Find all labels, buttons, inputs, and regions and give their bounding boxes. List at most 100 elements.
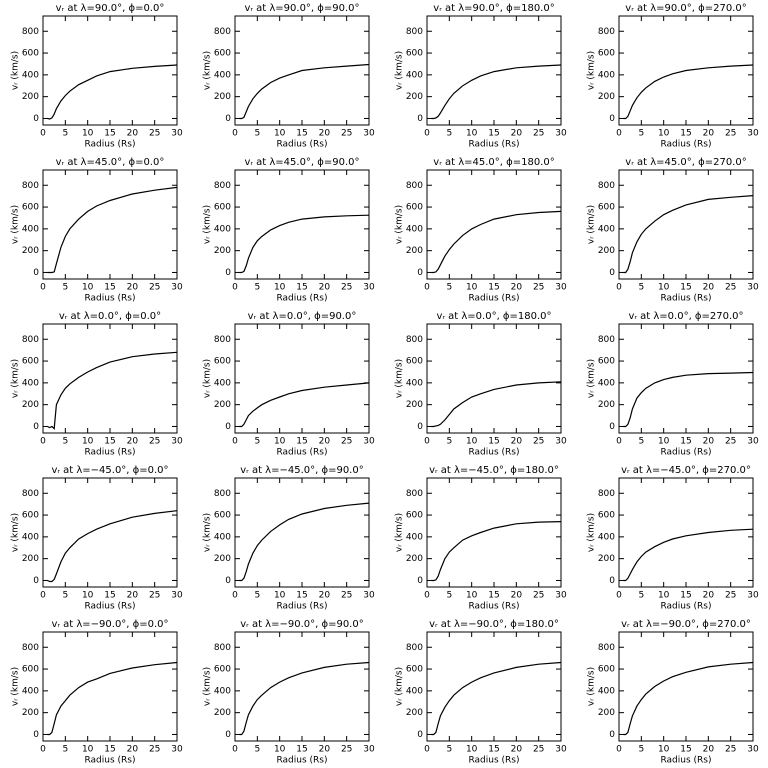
y-tick-label: 0 [33, 268, 39, 278]
x-tick-label: 20 [319, 591, 331, 601]
y-tick-label: 0 [417, 730, 423, 740]
y-tick-label: 200 [406, 246, 423, 256]
x-tick-label: 10 [658, 437, 670, 447]
x-axis-label: Radius (Rs) [660, 294, 711, 304]
plot-frame [234, 323, 370, 434]
y-tick-label: 400 [214, 70, 231, 80]
y-tick-label: 400 [214, 378, 231, 388]
y-tick-label: 400 [598, 686, 615, 696]
x-tick-label: 15 [680, 745, 691, 755]
x-tick-label: 5 [254, 283, 260, 293]
x-tick-label: 30 [747, 745, 759, 755]
x-tick-label: 15 [296, 129, 307, 139]
x-tick-label: 25 [149, 745, 160, 755]
x-tick-label: 10 [82, 283, 94, 293]
x-tick-label: 25 [149, 437, 160, 447]
x-tick-label: 10 [658, 745, 670, 755]
x-axis-label: Radius (Rs) [660, 756, 711, 766]
y-tick-label: 0 [225, 268, 231, 278]
x-tick-label: 10 [466, 283, 478, 293]
y-tick-label: 400 [214, 686, 231, 696]
y-tick-label: 0 [33, 114, 39, 124]
x-tick-label: 10 [658, 283, 670, 293]
x-tick-label: 15 [104, 591, 115, 601]
y-axis-label: vᵣ (km/s) [11, 513, 21, 552]
y-tick-label: 400 [22, 70, 39, 80]
x-tick-label: 0 [424, 437, 430, 447]
x-tick-label: 25 [725, 283, 736, 293]
x-tick-label: 20 [127, 129, 139, 139]
y-tick-label: 600 [406, 665, 423, 675]
y-tick-label: 0 [609, 422, 615, 432]
x-tick-label: 30 [555, 129, 567, 139]
x-axis-label: Radius (Rs) [276, 448, 327, 458]
y-tick-label: 0 [225, 114, 231, 124]
y-tick-label: 600 [598, 511, 615, 521]
x-tick-label: 15 [296, 283, 307, 293]
y-tick-label: 0 [609, 730, 615, 740]
y-tick-label: 200 [214, 92, 231, 102]
plot-frame [618, 631, 754, 742]
curve [47, 64, 178, 120]
x-tick-label: 0 [232, 129, 238, 139]
x-tick-label: 20 [703, 591, 715, 601]
x-tick-label: 20 [703, 745, 715, 755]
y-tick-label: 400 [22, 686, 39, 696]
plot-frame [42, 15, 178, 126]
y-tick-label: 800 [598, 181, 615, 191]
x-tick-label: 0 [40, 745, 46, 755]
x-tick-label: 30 [363, 591, 375, 601]
curve [431, 64, 562, 120]
y-tick-label: 600 [22, 49, 39, 59]
x-tick-label: 5 [62, 283, 68, 293]
curve [431, 210, 562, 274]
x-tick-label: 0 [232, 437, 238, 447]
x-axis-label: Radius (Rs) [276, 756, 327, 766]
x-tick-label: 25 [725, 591, 736, 601]
x-tick-label: 15 [680, 283, 691, 293]
x-axis-label: Radius (Rs) [84, 756, 135, 766]
curve [623, 661, 754, 736]
y-tick-label: 800 [406, 335, 423, 345]
x-tick-label: 30 [555, 437, 567, 447]
x-tick-label: 15 [680, 437, 691, 447]
x-tick-label: 25 [533, 283, 544, 293]
y-tick-label: 0 [609, 114, 615, 124]
x-tick-label: 20 [511, 437, 523, 447]
x-tick-label: 10 [466, 129, 478, 139]
panel-title: vᵣ at λ=0.0°, ϕ=180.0° [436, 311, 551, 322]
curve [431, 521, 562, 582]
y-axis-label: vᵣ (km/s) [203, 513, 213, 552]
y-axis-label: vᵣ (km/s) [203, 51, 213, 90]
x-tick-label: 10 [82, 129, 94, 139]
x-tick-label: 0 [40, 283, 46, 293]
x-tick-label: 5 [254, 745, 260, 755]
x-tick-label: 20 [703, 129, 715, 139]
panel-title: vᵣ at λ=90.0°, ϕ=0.0° [56, 3, 165, 14]
x-tick-label: 5 [446, 591, 452, 601]
x-tick-label: 20 [319, 283, 331, 293]
x-tick-label: 5 [638, 283, 644, 293]
x-tick-label: 10 [466, 591, 478, 601]
x-axis-label: Radius (Rs) [84, 140, 135, 150]
x-tick-label: 30 [363, 129, 375, 139]
panel-title: vᵣ at λ=90.0°, ϕ=270.0° [625, 3, 746, 14]
y-tick-label: 600 [22, 665, 39, 675]
x-tick-label: 15 [104, 437, 115, 447]
y-tick-label: 600 [598, 665, 615, 675]
curve [239, 661, 370, 736]
x-tick-label: 30 [363, 745, 375, 755]
plot-frame [42, 323, 178, 434]
y-tick-label: 200 [22, 246, 39, 256]
y-axis-label: vᵣ (km/s) [587, 667, 597, 706]
x-axis-label: Radius (Rs) [468, 294, 519, 304]
x-tick-label: 5 [446, 129, 452, 139]
curve [239, 63, 370, 120]
curve [47, 186, 178, 274]
panel-title: vᵣ at λ=45.0°, ϕ=0.0° [56, 157, 165, 168]
x-tick-label: 10 [274, 745, 286, 755]
y-tick-label: 400 [214, 224, 231, 234]
x-tick-label: 5 [254, 129, 260, 139]
x-tick-label: 15 [488, 129, 499, 139]
x-tick-label: 25 [533, 745, 544, 755]
